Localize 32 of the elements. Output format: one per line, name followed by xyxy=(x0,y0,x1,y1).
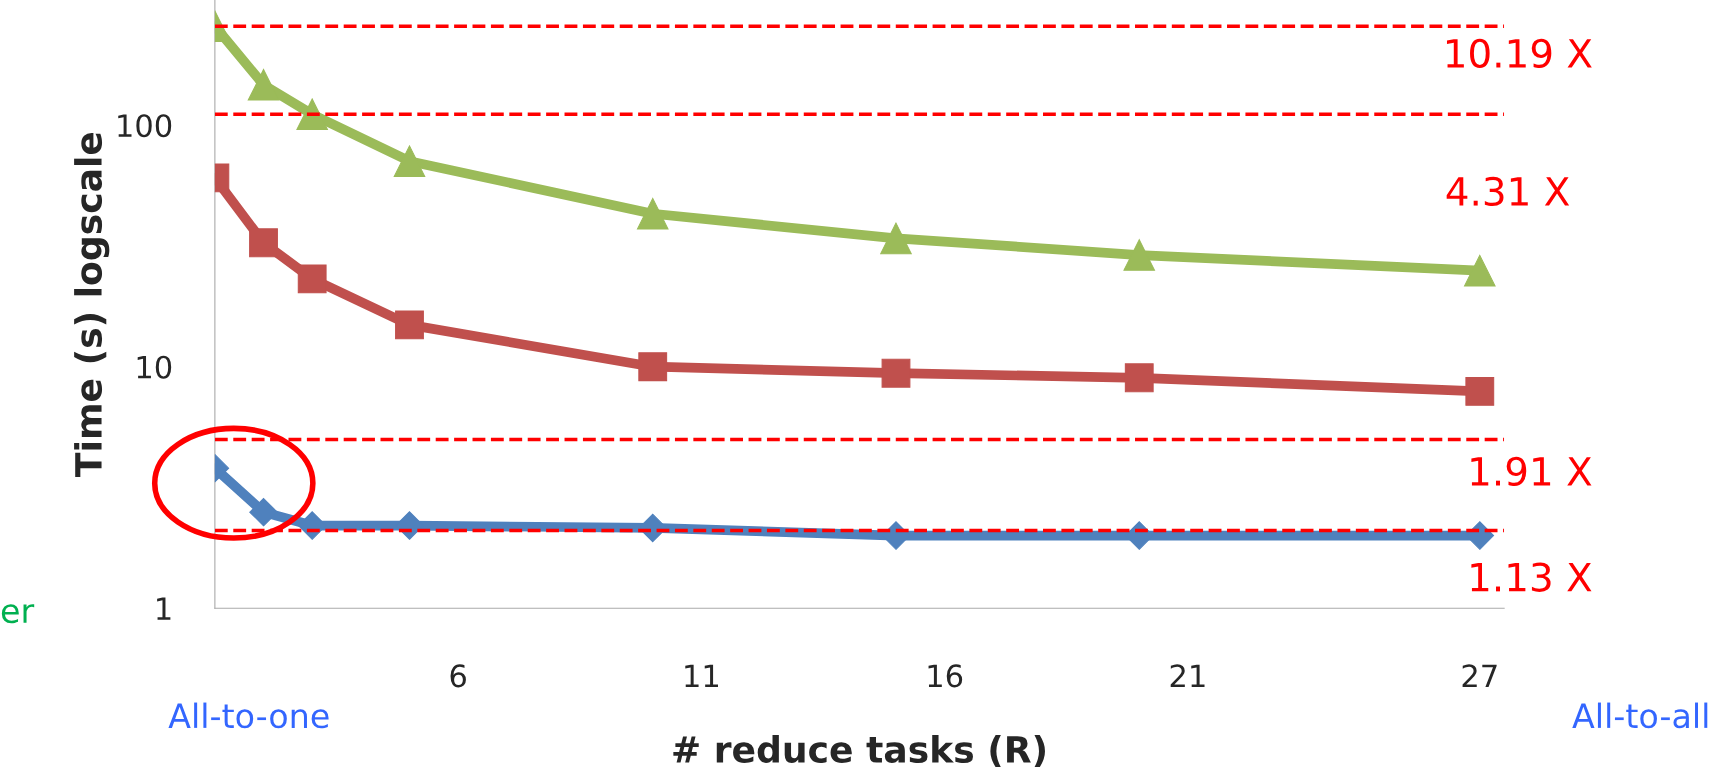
y-tick-label: 1 xyxy=(157,597,171,620)
text: All-to-one xyxy=(168,702,329,729)
x-tick-label: 16 xyxy=(928,664,963,688)
annotation: 1.13 X xyxy=(1471,562,1592,592)
point xyxy=(297,264,327,294)
text: All-to-all xyxy=(1572,702,1708,729)
point xyxy=(395,310,424,340)
y-tick-label: 10 xyxy=(137,355,172,379)
x-tick-label: 11 xyxy=(685,664,718,687)
point xyxy=(1465,377,1495,406)
text: er xyxy=(1,604,35,624)
point xyxy=(247,69,280,101)
point xyxy=(393,145,426,177)
point xyxy=(296,98,328,131)
x-tick-label: 6 xyxy=(450,664,466,688)
y-tick-label: 100 xyxy=(118,114,172,138)
x-axis-title: # reduce tasks (R) xyxy=(673,735,1045,767)
annotation: 1.91 X xyxy=(1471,456,1592,487)
y-axis-title: Time (s) logscale xyxy=(74,132,110,477)
point xyxy=(1124,363,1154,393)
point xyxy=(249,497,278,527)
point xyxy=(880,222,912,255)
x-tick-label: 27 xyxy=(1462,664,1497,687)
annotation: 4.31 X xyxy=(1446,176,1570,207)
point xyxy=(1464,254,1496,287)
point xyxy=(881,358,911,388)
point xyxy=(636,197,669,230)
point xyxy=(249,228,278,258)
x-tick-label: 21 xyxy=(1170,664,1205,687)
point xyxy=(638,352,668,382)
annotation: 10.19 X xyxy=(1446,38,1592,69)
point xyxy=(1123,239,1156,271)
